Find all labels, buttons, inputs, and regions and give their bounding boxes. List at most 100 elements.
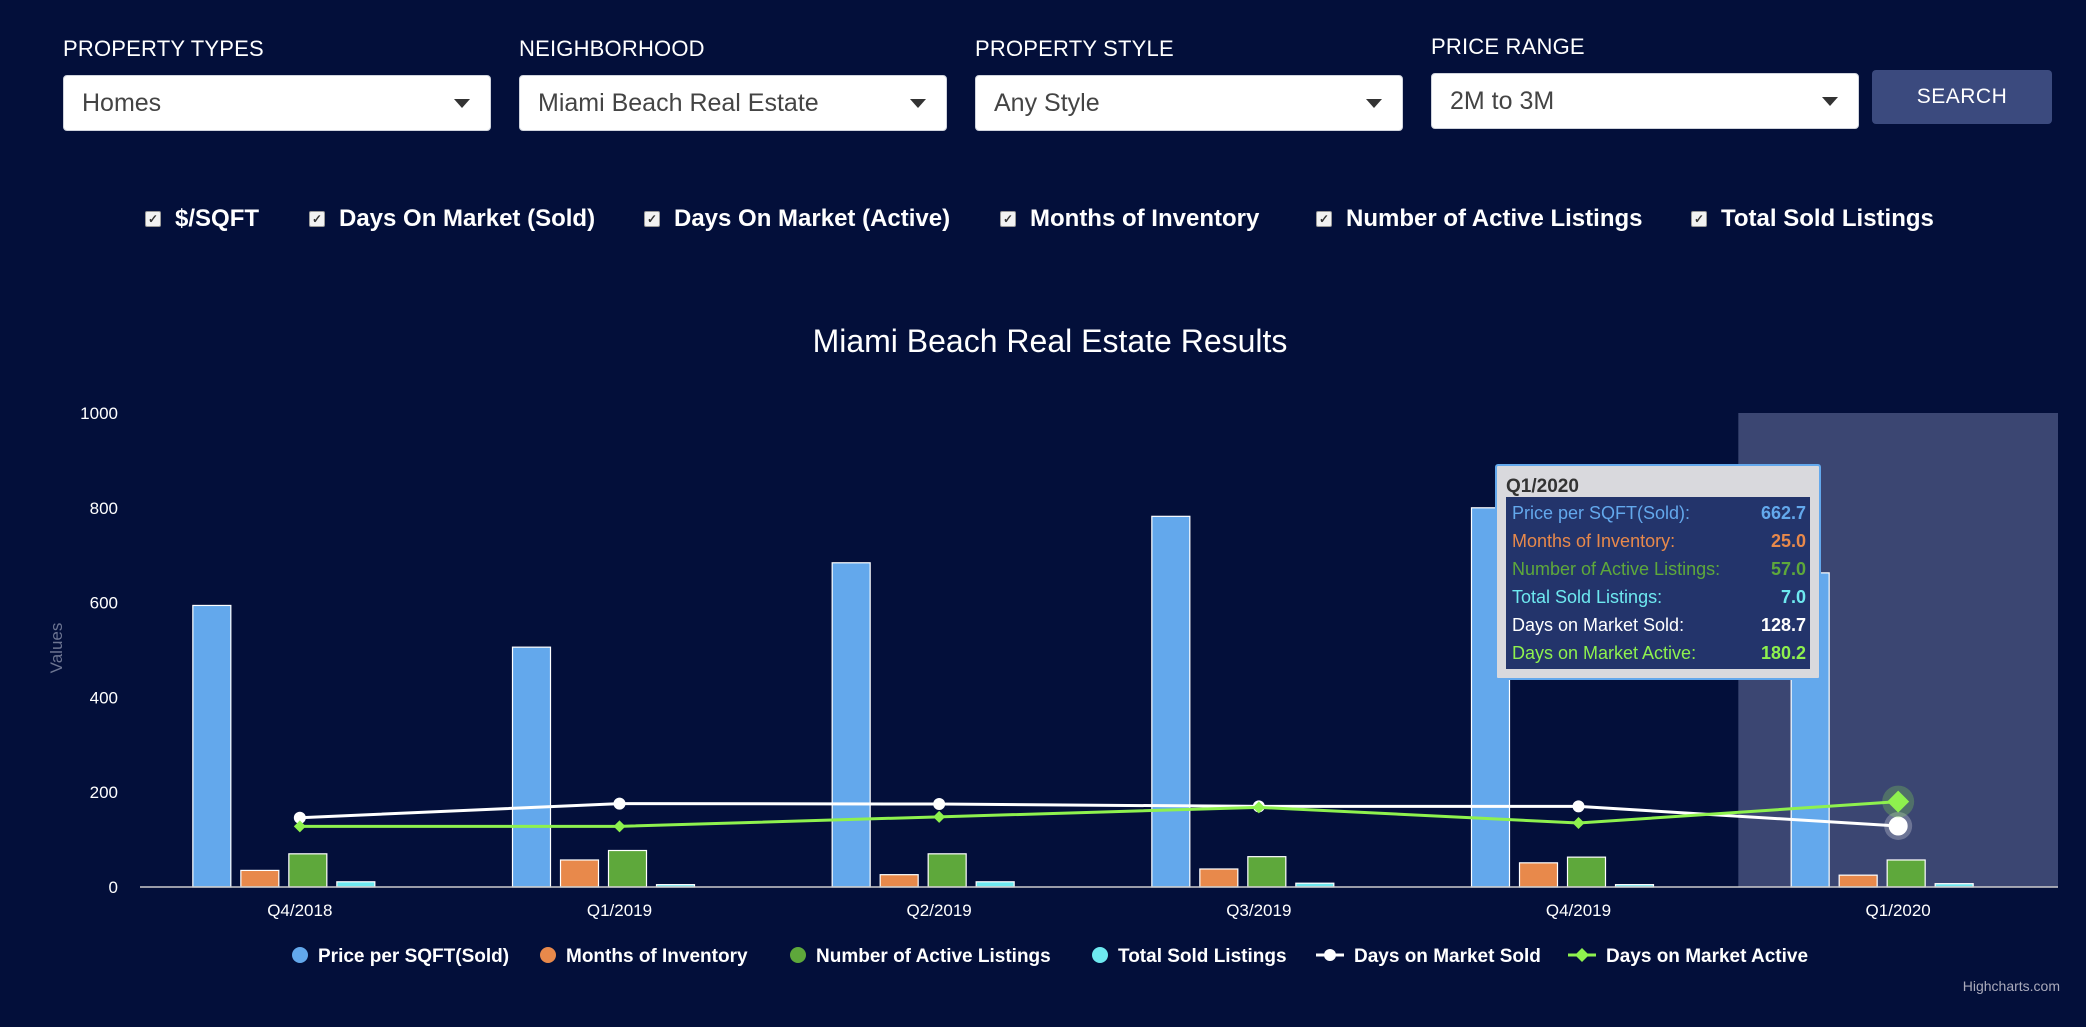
legend-active-listings-symbol[interactable]: [790, 947, 806, 963]
y-tick-label: 400: [90, 688, 118, 707]
x-tick-label: Q4/2019: [1546, 901, 1611, 920]
bar-active-listings[interactable]: [288, 853, 328, 888]
toggle-months-inventory[interactable]: ✓ Months of Inventory: [1000, 205, 1259, 233]
y-tick-label: 1000: [80, 404, 118, 423]
property-style-label: PROPERTY STYLE: [975, 36, 1174, 61]
toggle-label: Months of Inventory: [1030, 205, 1260, 232]
marker-dom-sold[interactable]: [933, 798, 946, 811]
marker-dom-active[interactable]: [1887, 790, 1910, 813]
results-chart: Miami Beach Real Estate Results Values 0…: [47, 323, 2058, 967]
x-tick-label: Q3/2019: [1226, 901, 1291, 920]
marker-dom-sold[interactable]: [1572, 800, 1585, 813]
property-types-value: Homes: [82, 88, 162, 117]
checkbox-checked-icon[interactable]: ✓: [1000, 211, 1016, 227]
y-tick-label: 800: [90, 499, 118, 518]
tooltip-row-label: Months of Inventory:: [1512, 531, 1675, 551]
tooltip-row-value: 57.0: [1771, 559, 1806, 579]
toggle-label: $/SQFT: [175, 205, 260, 232]
property-types-label: PROPERTY TYPES: [63, 36, 264, 61]
toggle-label: Total Sold Listings: [1721, 205, 1934, 232]
legend-months-inventory[interactable]: Months of Inventory: [566, 946, 748, 967]
tooltip-title: Q1/2020: [1506, 476, 1579, 497]
legend-dom-sold-marker[interactable]: [1324, 949, 1336, 961]
bar-price-sqft[interactable]: [511, 646, 552, 888]
marker-dom-active[interactable]: [933, 810, 946, 823]
bar-months-inventory[interactable]: [1518, 862, 1559, 888]
property-style-filter: PROPERTY STYLE Any Style: [975, 36, 1403, 131]
price-range-select[interactable]: 2M to 3M: [1431, 73, 1859, 129]
marker-dom-active[interactable]: [1252, 801, 1265, 814]
bar-months-inventory[interactable]: [1838, 874, 1878, 888]
y-axis-label: Values: [47, 623, 66, 674]
marker-dom-active[interactable]: [293, 820, 306, 833]
toggle-price-sqft[interactable]: ✓ $/SQFT: [145, 205, 259, 233]
chevron-down-icon: [1822, 96, 1838, 106]
neighborhood-filter: NEIGHBORHOOD Miami Beach Real Estate: [519, 36, 947, 131]
toggle-label: Number of Active Listings: [1346, 205, 1643, 232]
checkbox-checked-icon[interactable]: ✓: [1316, 211, 1332, 227]
bar-months-inventory[interactable]: [240, 869, 280, 888]
legend-price-sqft[interactable]: Price per SQFT(Sold): [318, 946, 509, 967]
toggle-dom-active[interactable]: ✓ Days On Market (Active): [644, 205, 950, 233]
marker-dom-active[interactable]: [613, 820, 626, 833]
x-tick-label: Q2/2019: [907, 901, 972, 920]
legend-dom-active[interactable]: Days on Market Active: [1606, 946, 1808, 967]
checkbox-checked-icon[interactable]: ✓: [1691, 211, 1707, 227]
bar-total-sold[interactable]: [336, 881, 376, 888]
legend-months-inventory-symbol[interactable]: [540, 947, 556, 963]
bar-total-sold[interactable]: [975, 881, 1015, 888]
bar-active-listings[interactable]: [1886, 859, 1926, 888]
bar-months-inventory[interactable]: [879, 874, 919, 888]
bar-price-sqft[interactable]: [1151, 515, 1191, 888]
bar-active-listings[interactable]: [1566, 856, 1607, 888]
tooltip-row-label: Days on Market Sold:: [1512, 615, 1684, 635]
tooltip-table: [1506, 497, 1810, 669]
legend-total-sold[interactable]: Total Sold Listings: [1118, 946, 1287, 967]
bar-months-inventory[interactable]: [559, 859, 600, 888]
legend-dom-sold[interactable]: Days on Market Sold: [1354, 946, 1541, 967]
checkbox-checked-icon[interactable]: ✓: [309, 211, 325, 227]
marker-dom-sold[interactable]: [613, 797, 626, 810]
y-tick-label: 600: [90, 594, 118, 613]
tooltip-row-value: 25.0: [1771, 531, 1806, 551]
plot-area: 0 200 400 600 800 1000 Q4/2018 Q1/2019 Q2/2019 Q3…: [80, 404, 2058, 967]
tooltip-row-label: Number of Active Listings:: [1512, 559, 1720, 579]
neighborhood-value: Miami Beach Real Estate: [538, 88, 819, 117]
bar-active-listings[interactable]: [927, 853, 967, 888]
toggle-total-sold[interactable]: ✓ Total Sold Listings: [1691, 205, 1934, 233]
bar-price-sqft[interactable]: [192, 604, 232, 888]
property-types-select[interactable]: Homes: [63, 75, 491, 131]
neighborhood-select[interactable]: Miami Beach Real Estate: [519, 75, 947, 131]
line-dom-active: [299, 800, 1899, 828]
chart-title: Miami Beach Real Estate Results: [813, 323, 1288, 359]
marker-dom-sold[interactable]: [1888, 816, 1908, 836]
legend-active-listings[interactable]: Number of Active Listings: [816, 946, 1051, 967]
price-range-label: PRICE RANGE: [1431, 34, 1585, 59]
legend-dom-active-marker[interactable]: [1575, 948, 1589, 962]
bar-active-listings[interactable]: [1247, 856, 1287, 888]
tooltip-row-label: Days on Market Active:: [1512, 643, 1696, 663]
search-button[interactable]: SEARCH: [1872, 70, 2052, 124]
tooltip-row-value: 180.2: [1761, 643, 1806, 663]
toggle-active-listings[interactable]: ✓ Number of Active Listings: [1316, 205, 1642, 233]
legend-total-sold-symbol[interactable]: [1092, 947, 1108, 963]
checkbox-checked-icon[interactable]: ✓: [644, 211, 660, 227]
y-tick-label: 0: [109, 878, 118, 897]
property-types-filter: PROPERTY TYPES Homes: [63, 36, 491, 131]
legend-price-sqft-symbol[interactable]: [292, 947, 308, 963]
marker-dom-active[interactable]: [1572, 817, 1585, 830]
bar-active-listings[interactable]: [607, 849, 648, 888]
bar-price-sqft[interactable]: [831, 562, 871, 888]
tooltip-row-value: 7.0: [1781, 587, 1806, 607]
chevron-down-icon: [910, 98, 926, 108]
bar-months-inventory[interactable]: [1199, 868, 1239, 888]
price-range-filter: PRICE RANGE 2M to 3M: [1431, 34, 1859, 129]
checkbox-checked-icon[interactable]: ✓: [145, 211, 161, 227]
neighborhood-label: NEIGHBORHOOD: [519, 36, 705, 61]
property-style-select[interactable]: Any Style: [975, 75, 1403, 131]
tooltip-row-value: 662.7: [1761, 503, 1806, 523]
toggle-dom-sold[interactable]: ✓ Days On Market (Sold): [309, 205, 595, 233]
highcharts-credit[interactable]: Highcharts.com: [1962, 978, 2060, 994]
price-range-value: 2M to 3M: [1450, 86, 1555, 115]
property-style-value: Any Style: [994, 88, 1100, 117]
